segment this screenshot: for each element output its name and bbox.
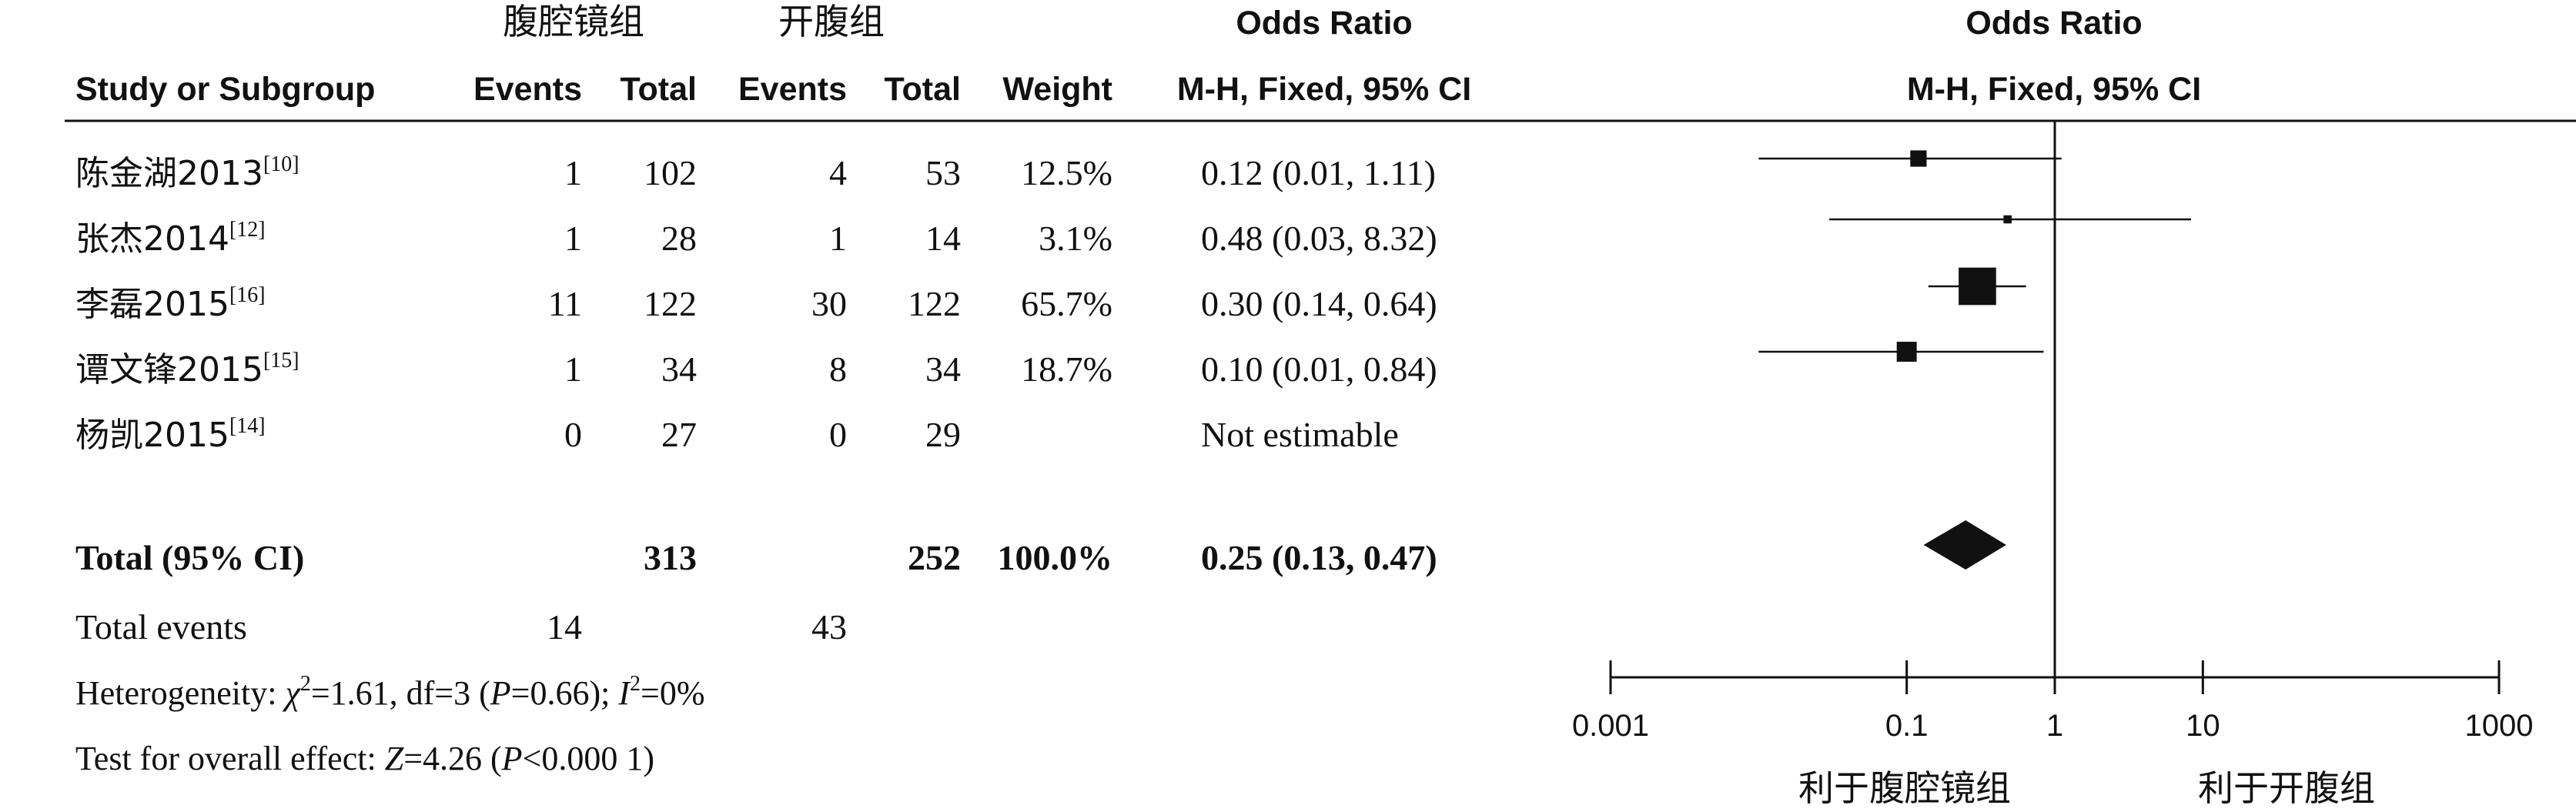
ci-cell: 0.30 (0.14, 0.64) [1201,284,1437,323]
total-events-label: Total events [75,607,247,647]
svg-text:陈金湖2013[10]: 陈金湖2013[10] [75,152,299,193]
plot-method-header: M-H, Fixed, 95% CI [1907,71,2201,108]
ci-cell: 0.12 (0.01, 1.11) [1201,153,1436,192]
total2-cell: 14 [925,219,961,258]
total1-cell: 27 [661,415,697,454]
total-events2: 43 [811,607,847,647]
svg-text:杨凯2015[14]: 杨凯2015[14] [75,414,266,455]
study-name: 李磊2015 [75,285,229,324]
heterogeneity-text: Heterogeneity: χ2=1.61, df=3 (P=0.66); I… [75,672,704,712]
study-row: 张杰2014[12] 1 28 1 14 3.1% 0.48 (0.03, 8.… [75,218,1437,259]
total1-header: Total [620,71,697,108]
point-estimate-square [1910,150,1927,167]
total1-cell: 122 [644,284,697,323]
study-ref: [16] [229,283,266,307]
study-row: 陈金湖2013[10] 1 102 4 53 12.5% 0.12 (0.01,… [75,152,1436,193]
or-title: Odds Ratio [1236,5,1412,42]
weight-cell: 65.7% [1021,284,1112,323]
ci-cell: 0.48 (0.03, 8.32) [1201,219,1437,258]
study-ref: [14] [229,414,266,438]
favours-left-label: 利于腹腔镜组 [1798,767,2011,809]
total2-cell: 122 [908,284,961,323]
study-name: 杨凯2015 [75,416,229,455]
ci-cell: Not estimable [1201,415,1399,454]
events2-cell: 8 [829,349,847,389]
x-tick-label: 1 [2046,709,2063,743]
weight-cell: 18.7% [1021,349,1112,389]
total-events1: 14 [547,607,582,647]
x-tick-label: 0.1 [1885,709,1929,743]
weight-header: Weight [1002,71,1112,108]
study-name: 陈金湖2013 [75,154,263,193]
total2-cell: 29 [925,415,961,454]
group2-header: 开腹组 [778,1,885,42]
total2-cell: 53 [925,153,961,192]
total-row: Total (95% CI) 313 252 100.0% 0.25 (0.13… [75,538,1437,577]
point-estimate-square [1896,342,1917,362]
group1-header: 腹腔镜组 [503,1,644,42]
method-header: M-H, Fixed, 95% CI [1177,71,1471,108]
x-tick-label: 1000 [2465,709,2534,743]
total-label: Total (95% CI) [75,538,304,577]
study-name: 张杰2014 [75,219,229,259]
svg-text:谭文锋2015[15]: 谭文锋2015[15] [75,349,299,389]
study-row: 李磊2015[16] 11 122 30 122 65.7% 0.30 (0.1… [75,283,1437,324]
favours-right-label: 利于开腹组 [2198,767,2375,809]
events2-cell: 1 [829,219,847,258]
total-weight: 100.0% [998,538,1113,577]
study-ref: [15] [263,349,299,373]
x-tick-label: 0.001 [1572,709,1649,743]
study-row: 杨凯2015[14] 0 27 0 29 Not estimable [75,414,1399,455]
svg-text:李磊2015[16]: 李磊2015[16] [75,283,266,324]
events2-cell: 4 [829,153,847,192]
overall-effect-text: Test for overall effect: Z=4.26 (P<0.000… [75,740,654,777]
study-ref: [12] [229,218,266,242]
x-tick-label: 10 [2186,709,2220,743]
total2-cell: 34 [925,349,961,389]
study-name: 谭文锋2015 [75,350,263,389]
total2-sum: 252 [908,538,961,577]
events1-header: Events [473,71,582,108]
events2-cell: 0 [829,415,847,454]
events1-cell: 1 [564,153,582,192]
ci-cell: 0.10 (0.01, 0.84) [1201,349,1437,389]
study-row: 谭文锋2015[15] 1 34 8 34 18.7% 0.10 (0.01, … [75,349,1437,389]
svg-text:张杰2014[12]: 张杰2014[12] [75,218,266,259]
plot-title: Odds Ratio [1965,5,2142,42]
forest-plot-area: 0.001 0.1 1 10 1000 [1572,121,2534,743]
study-header: Study or Subgroup [75,71,375,108]
events1-cell: 1 [564,349,582,389]
weight-cell: 3.1% [1039,219,1112,258]
events1-cell: 1 [564,219,582,258]
total-events-row: Total events 14 43 [75,607,847,647]
pooled-ci: 0.25 (0.13, 0.47) [1201,538,1437,577]
total1-cell: 34 [661,349,697,389]
events1-cell: 0 [564,415,582,454]
study-ref: [10] [263,152,299,176]
point-estimate-square [2003,215,2012,224]
events2-header: Events [738,71,847,108]
pooled-diamond [1923,520,2006,570]
events2-cell: 30 [811,284,847,323]
total1-cell: 28 [661,219,697,258]
events1-cell: 11 [548,284,582,323]
total1-cell: 102 [644,153,697,192]
total2-header: Total [884,71,961,108]
point-estimate-square [1959,267,1996,306]
weight-cell: 12.5% [1021,153,1112,192]
total1-sum: 313 [644,538,697,577]
